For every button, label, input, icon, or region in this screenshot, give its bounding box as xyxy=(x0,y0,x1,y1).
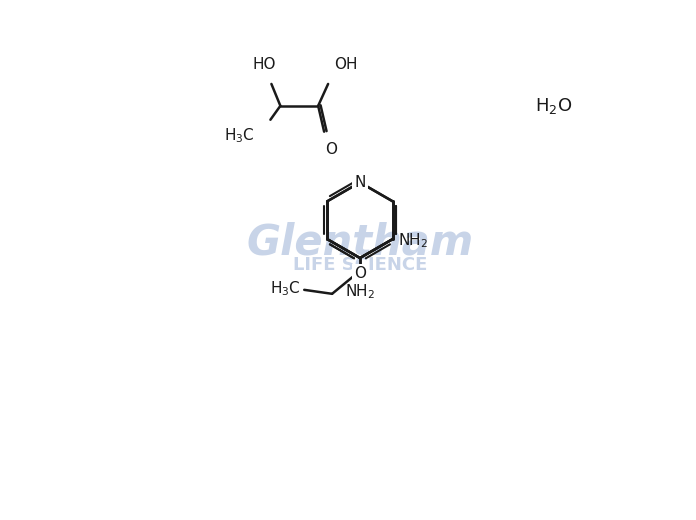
Text: H$_2$O: H$_2$O xyxy=(535,96,573,116)
Text: NH$_2$: NH$_2$ xyxy=(345,282,375,301)
Text: OH: OH xyxy=(334,57,358,72)
Text: O: O xyxy=(354,266,366,281)
Text: O: O xyxy=(325,141,337,157)
Text: N: N xyxy=(354,175,365,190)
Text: LIFE SCIENCE: LIFE SCIENCE xyxy=(293,256,427,274)
Text: NH$_2$: NH$_2$ xyxy=(398,232,428,251)
Text: H$_3$C: H$_3$C xyxy=(224,126,255,145)
Text: HO: HO xyxy=(253,57,276,72)
Text: H$_3$C: H$_3$C xyxy=(269,279,300,298)
Text: Glentham: Glentham xyxy=(246,221,473,263)
